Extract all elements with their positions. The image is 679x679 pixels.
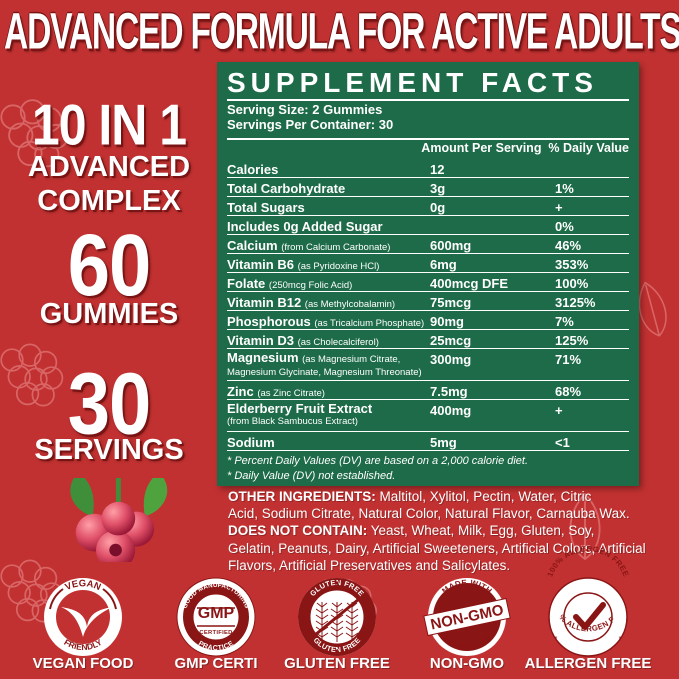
svg-text:*: * bbox=[555, 636, 558, 643]
svg-text:*: * bbox=[619, 636, 622, 643]
svg-text:*: * bbox=[249, 614, 252, 621]
svg-text:CERTIFIED: CERTIFIED bbox=[199, 630, 232, 636]
svg-text:*: * bbox=[181, 614, 184, 621]
svg-text:GMP: GMP bbox=[198, 605, 235, 622]
